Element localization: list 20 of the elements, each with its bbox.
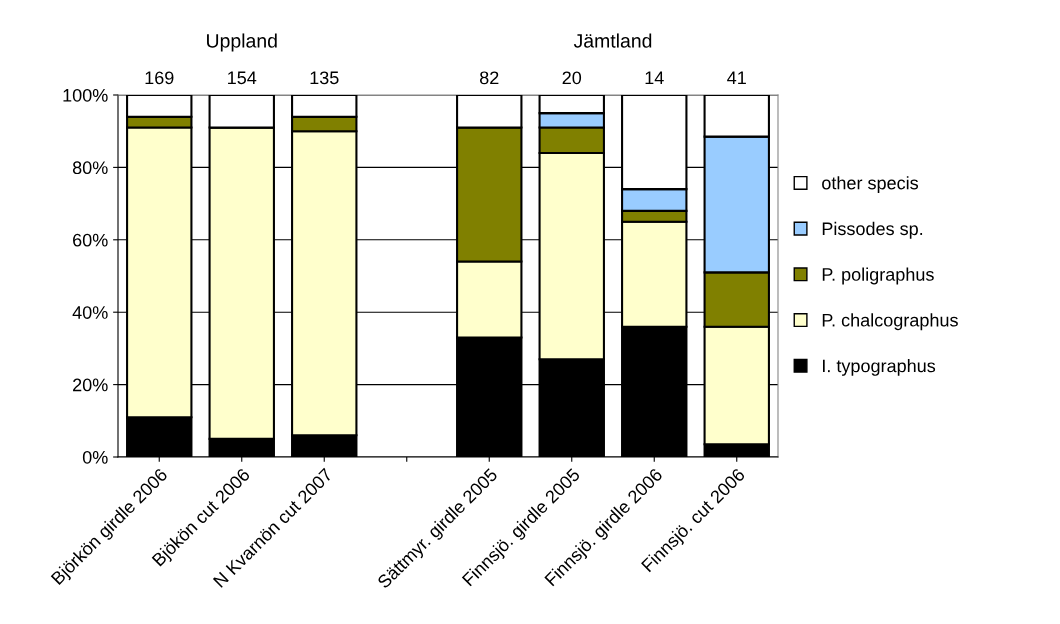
- text: Uppland: [207, 33, 277, 52]
- text: 82: [479, 71, 499, 85]
- legend-label: Pissodes sp.: [822, 221, 923, 239]
- y-tick-label: 80%: [72, 161, 108, 175]
- text: 169: [145, 71, 174, 85]
- y-tick-label: 40%: [72, 306, 108, 319]
- legend-label: I. typographus: [823, 359, 936, 376]
- text: 14: [645, 71, 664, 85]
- text: 154: [228, 71, 257, 85]
- y-tick-label: 20%: [73, 378, 108, 392]
- y-tick-label: 60%: [73, 233, 108, 247]
- text: 135: [310, 71, 339, 85]
- legend-label: P. poligraphus: [822, 267, 934, 285]
- legend-label: P. chalcographus: [822, 313, 958, 331]
- legend-label: other specis: [822, 176, 919, 193]
- y-tick-label: 0%: [82, 450, 108, 464]
- text: Jämtland: [573, 33, 652, 48]
- text: 41: [727, 71, 746, 85]
- y-tick-label: 100%: [63, 88, 108, 102]
- text: 20: [562, 71, 582, 85]
